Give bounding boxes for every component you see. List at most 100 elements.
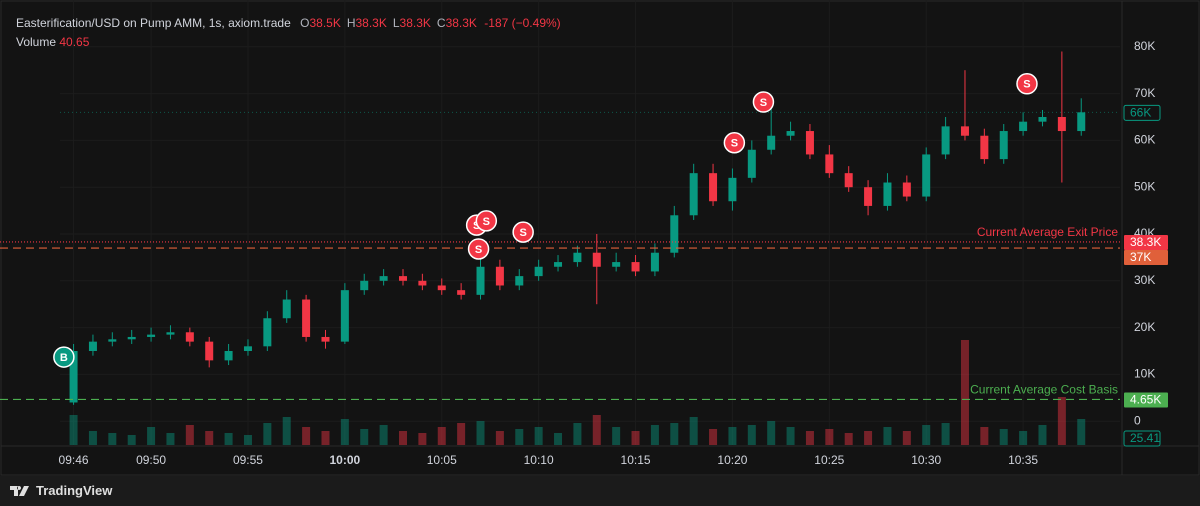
candle-body: [670, 215, 679, 253]
trade-marker-label: S: [519, 227, 526, 239]
candle-body: [185, 332, 194, 342]
candle-body: [398, 276, 407, 281]
candle-body: [999, 131, 1008, 160]
volume-bar: [224, 433, 233, 445]
candle-body: [631, 262, 640, 272]
x-tick-label: 10:10: [524, 453, 554, 467]
ohlc-value: 38.3K: [399, 16, 431, 30]
volume-bar: [127, 435, 136, 445]
candle-body: [69, 351, 78, 403]
candle-body: [689, 173, 698, 216]
trade-marker-label: S: [473, 220, 480, 232]
volume-bar: [515, 429, 524, 445]
y-tick-label: 30K: [1134, 273, 1155, 287]
candle-body: [515, 276, 524, 286]
volume-bar: [844, 433, 853, 445]
change: -187 (−0.49%): [484, 16, 561, 30]
candle-body: [263, 318, 272, 347]
trade-marker: [53, 346, 75, 368]
price-tag-label: 37K: [1130, 250, 1151, 264]
trade-marker: [475, 210, 498, 232]
candle-body: [786, 131, 795, 136]
volume-bar: [864, 431, 873, 445]
trade-marker-label: S: [483, 216, 490, 228]
price-tag: [1124, 249, 1168, 265]
volume-label: Volume: [16, 35, 57, 49]
volume-bar: [360, 429, 369, 445]
ohlc-key: O: [300, 16, 310, 30]
volume-bar: [321, 431, 330, 445]
candle-body: [573, 252, 582, 263]
frame: [0, 0, 1200, 476]
x-tick-label: 10:00: [330, 453, 361, 467]
ohlc: O38.5K H38.3K L38.3K C38.3K: [294, 16, 477, 30]
volume-bar: [534, 427, 543, 445]
background: [0, 0, 1200, 476]
volume-bar: [302, 427, 311, 445]
candle-body: [282, 299, 291, 319]
volume-bar: [282, 417, 291, 445]
trade-marker: [512, 221, 534, 243]
volume-bar: [709, 429, 718, 445]
y-tick-label: 60K: [1134, 133, 1155, 147]
ohlc-value: 38.3K: [445, 16, 477, 30]
volume-bar: [980, 427, 989, 445]
trade-marker-label: S: [475, 244, 482, 256]
candle-body: [127, 336, 136, 340]
candle-body: [147, 334, 156, 337]
candle-body: [1077, 112, 1086, 132]
candle-body: [302, 299, 311, 337]
brand[interactable]: TradingView: [10, 483, 112, 498]
volume-bar: [670, 423, 679, 445]
ohlc-row: Easterification/USD on Pump AMM, 1s, axi…: [16, 14, 561, 33]
volume-bar: [554, 433, 563, 445]
trade-marker: [467, 238, 490, 260]
candle-body: [864, 187, 873, 206]
candle-body: [650, 252, 659, 272]
volume-bar: [941, 423, 950, 445]
volume-bar: [1038, 425, 1047, 445]
y-tick-label: 20K: [1134, 320, 1155, 334]
volume-bar: [1019, 431, 1028, 445]
price-tag-label: 38.3K: [1130, 235, 1161, 249]
x-tick-label: 10:35: [1008, 453, 1038, 467]
candle-body: [1019, 121, 1028, 132]
volume-bar: [902, 431, 911, 445]
volume-bar: [960, 340, 969, 445]
candle-body: [360, 280, 369, 291]
x-tick-label: 09:55: [233, 453, 263, 467]
candle-body: [1038, 117, 1047, 122]
volume-bar: [243, 435, 252, 445]
x-tick-label: 09:50: [136, 453, 166, 467]
ohlc-key: C: [436, 16, 446, 30]
x-tick-label: 10:15: [621, 453, 651, 467]
candle-body: [592, 252, 601, 267]
trade-marker: [1016, 73, 1038, 95]
candle-body: [224, 351, 233, 361]
candle-body: [437, 285, 446, 291]
volume-bar: [398, 431, 407, 445]
candle-body: [612, 262, 621, 267]
ohlc-key: L: [392, 16, 400, 30]
candle-body: [166, 332, 175, 335]
symbol: Easterification/USD on Pump AMM, 1s, axi…: [16, 16, 291, 30]
candle-body: [960, 126, 969, 136]
x-tick-label: 09:46: [59, 453, 89, 467]
candle-body: [980, 135, 989, 160]
volume-tag-label: 25.41: [1130, 431, 1160, 445]
volume-bar: [340, 419, 349, 445]
candle-body: [941, 126, 950, 155]
price-line-text: Current Average Exit Price: [977, 225, 1119, 239]
volume-bar: [88, 431, 97, 445]
price-tag: [1124, 234, 1168, 250]
volume-bar: [166, 433, 175, 445]
candle-body: [922, 154, 931, 197]
volume-bar: [922, 425, 931, 445]
candle-body: [321, 336, 330, 342]
footer: TradingView: [0, 476, 1200, 506]
volume-bar: [728, 427, 737, 445]
ohlc-value: 38.5K: [309, 16, 341, 30]
volume-bar: [205, 431, 214, 445]
